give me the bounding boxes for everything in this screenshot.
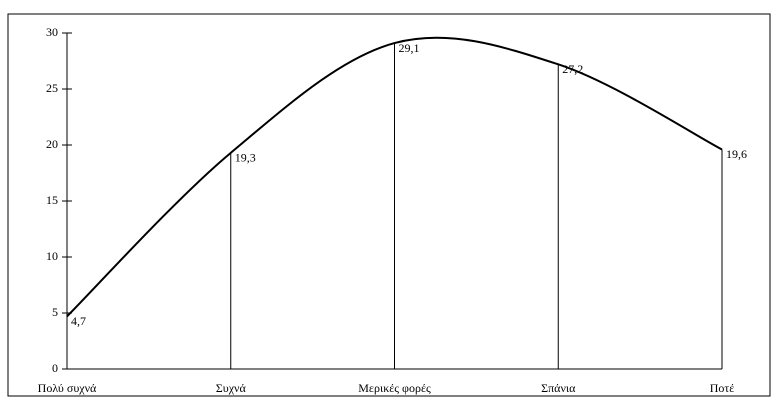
value-label: 19,6: [726, 147, 747, 161]
line: [66, 36, 723, 318]
x-tick-label: Σπάνια: [541, 381, 576, 395]
chart-frame: [7, 13, 771, 397]
value-label: 29,1: [399, 41, 420, 55]
value-label: 19,3: [235, 151, 256, 165]
value-label: 27,2: [562, 62, 583, 76]
y-tick-label: 15: [46, 193, 58, 207]
x-tick-label: Πολύ συχνά: [38, 381, 97, 395]
value-label: 4,7: [71, 314, 86, 328]
y-tick-label: 0: [52, 361, 58, 375]
y-tick-label: 10: [46, 249, 58, 263]
y-tick-label: 5: [52, 305, 58, 319]
y-tick-label: 20: [46, 137, 58, 151]
y-tick-label: 30: [46, 25, 58, 39]
x-tick-label: Μερικές φορές: [358, 381, 431, 395]
x-tick-label: Συχνά: [216, 381, 247, 395]
x-tick-label: Ποτέ: [710, 381, 735, 395]
y-tick-label: 25: [46, 81, 58, 95]
